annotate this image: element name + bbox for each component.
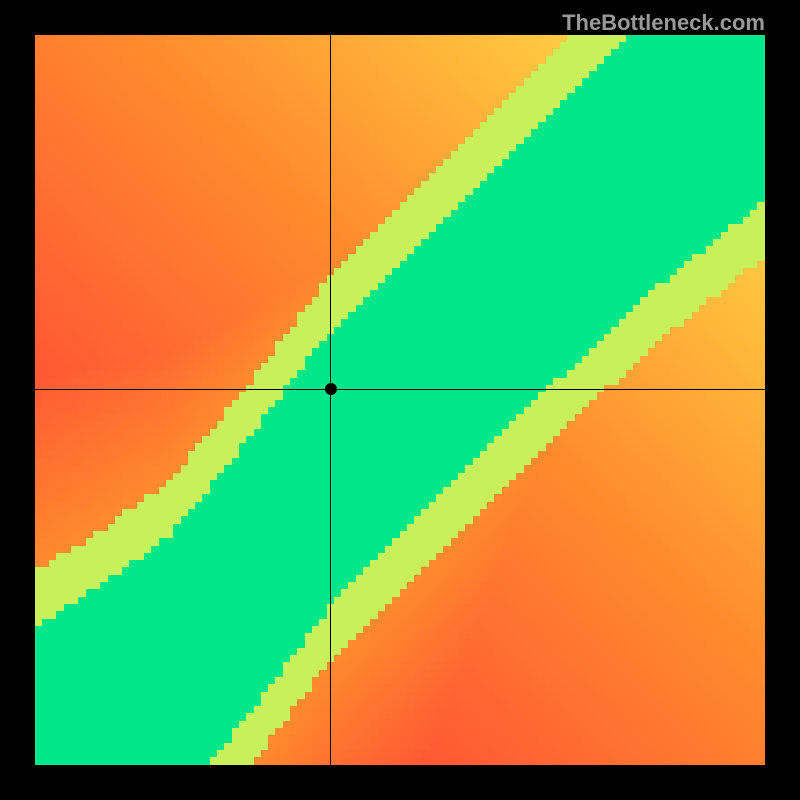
crosshair-marker [325,383,337,395]
plot-area [35,35,765,765]
watermark-text: TheBottleneck.com [562,10,765,36]
crosshair-vertical [330,35,331,765]
crosshair-horizontal [35,389,765,390]
heatmap-canvas [35,35,765,765]
chart-container: TheBottleneck.com [0,0,800,800]
